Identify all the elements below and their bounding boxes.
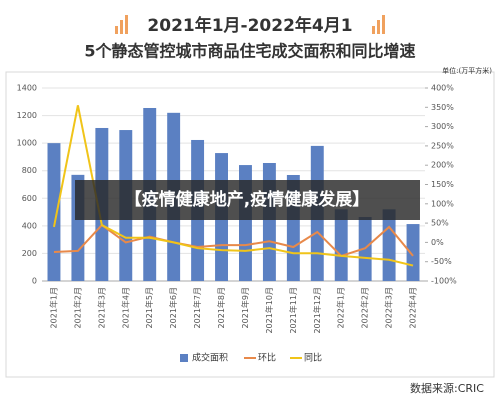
overlay-banner bbox=[75, 180, 420, 220]
y2-tick-label: 0% bbox=[431, 238, 444, 247]
y2-tick-label: 250% bbox=[431, 141, 454, 150]
legend-label: 环比 bbox=[258, 352, 276, 364]
y-tick-label: 1400 bbox=[17, 84, 37, 93]
x-tick-label: 2021年2月 bbox=[72, 287, 82, 328]
x-tick-label: 2021年1月 bbox=[48, 287, 58, 328]
x-tick-label: 2021年9月 bbox=[240, 287, 250, 328]
x-tick-label: 2022年3月 bbox=[384, 287, 394, 328]
legend-label: 成交面积 bbox=[192, 352, 228, 364]
y-tick-label: 200 bbox=[22, 249, 37, 258]
x-tick-label: 2021年5月 bbox=[144, 287, 154, 328]
chart-title: 2021年1月-2022年4月1 bbox=[147, 15, 352, 36]
line bbox=[52, 105, 414, 267]
legend-swatch bbox=[180, 354, 188, 362]
y-tick-label: 800 bbox=[22, 166, 37, 175]
bar bbox=[406, 224, 420, 281]
y2-tick-label: 150% bbox=[431, 180, 454, 189]
legend-label: 同比 bbox=[304, 352, 322, 364]
bar bbox=[382, 209, 396, 281]
y-tick-label: 1000 bbox=[17, 139, 37, 148]
x-tick-label: 2022年4月 bbox=[408, 287, 418, 328]
title-icon bbox=[115, 15, 385, 34]
y2-tick-label: 100% bbox=[431, 199, 454, 208]
x-tick-label: 2021年10月 bbox=[264, 287, 274, 334]
source: 数据来源:CRIC bbox=[410, 381, 484, 395]
y-tick-label: 0 bbox=[32, 277, 37, 286]
y-tick-label: 1200 bbox=[17, 111, 37, 120]
y2-tick-label: 350% bbox=[431, 103, 454, 112]
bar bbox=[334, 209, 348, 281]
y-tick-label: 600 bbox=[22, 194, 37, 203]
y2-tick-label: 300% bbox=[431, 122, 454, 131]
line bbox=[53, 223, 414, 258]
y-tick-label: 400 bbox=[22, 221, 37, 230]
x-tick-label: 2021年4月 bbox=[120, 287, 130, 328]
unit-label: 单位:(万平方米) bbox=[442, 66, 492, 75]
y2-tick-label: 400% bbox=[431, 84, 454, 93]
x-tick-label: 2021年11月 bbox=[288, 287, 298, 334]
x-tick-label: 2021年8月 bbox=[216, 287, 226, 328]
y2-tick-label: -50% bbox=[431, 257, 452, 266]
x-tick-label: 2021年7月 bbox=[192, 287, 202, 328]
overlay-text: 【疫情健康地产,疫情健康发展】 bbox=[125, 189, 369, 210]
y2-tick-label: 200% bbox=[431, 161, 454, 170]
x-tick-label: 2022年2月 bbox=[360, 287, 370, 328]
x-tick-label: 2021年3月 bbox=[96, 287, 106, 328]
x-tick-label: 2022年1月 bbox=[336, 287, 346, 328]
chart-subtitle: 5个静态管控城市商品住宅成交面积和同比增速 bbox=[84, 42, 415, 61]
y2-tick-label: 50% bbox=[431, 219, 449, 228]
x-tick-label: 2021年12月 bbox=[312, 287, 322, 334]
y2-tick-label: -100% bbox=[431, 277, 457, 286]
x-tick-label: 2021年6月 bbox=[168, 287, 178, 328]
bar bbox=[47, 143, 61, 281]
